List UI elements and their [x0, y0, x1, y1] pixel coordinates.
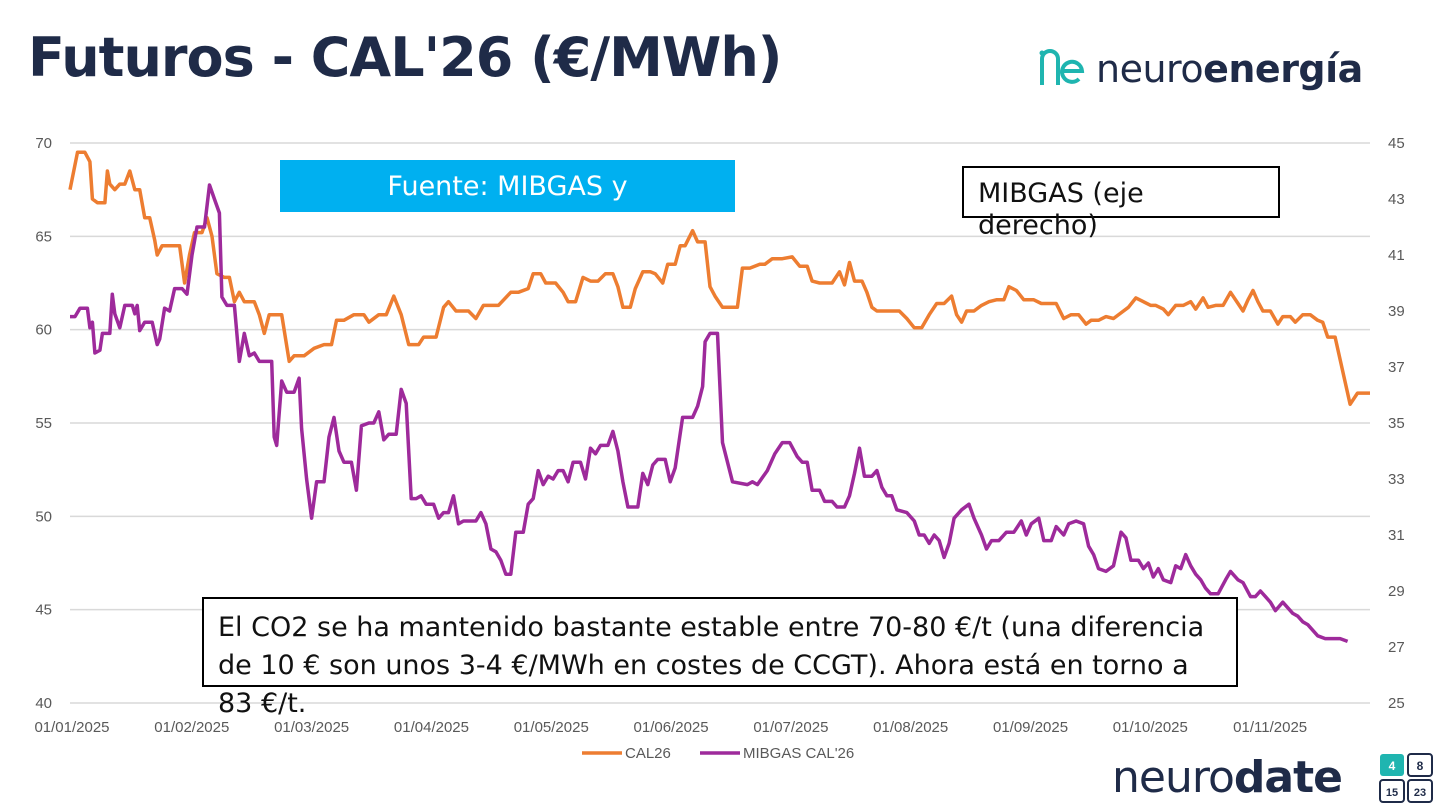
- y-right-tick-label: 37: [1388, 359, 1405, 376]
- x-tick-label: 01/07/2025: [753, 719, 828, 736]
- mibgas-axis-note-text: MIBGAS (eje derecho): [978, 178, 1144, 241]
- y-left-tick-label: 65: [35, 228, 52, 245]
- page-title: Futuros - CAL'26 (€/MWh): [28, 26, 782, 89]
- y-left-tick-label: 55: [35, 415, 52, 432]
- y-right-tick-label: 29: [1388, 583, 1405, 600]
- series-line-cal26: [68, 150, 1370, 407]
- x-tick-label: 01/04/2025: [394, 719, 469, 736]
- neuroenergia-logo: neuroenergía: [1038, 46, 1363, 92]
- x-tick-label: 01/09/2025: [993, 719, 1068, 736]
- neurodate-wordmark: neurodate: [1112, 752, 1343, 803]
- y-left-tick-label: 60: [35, 322, 52, 339]
- co2-note-text: El CO2 se ha mantenido bastante estable …: [218, 612, 1205, 719]
- mibgas-axis-note: MIBGAS (eje derecho): [962, 166, 1280, 241]
- x-tick-label: 01/01/2025: [34, 719, 109, 736]
- neuroenergia-mark-icon: [1039, 49, 1085, 85]
- y-right-tick-label: 39: [1388, 303, 1405, 320]
- x-tick-label: 01/02/2025: [154, 719, 229, 736]
- source-label: Fuente: MIBGAS y: [280, 160, 735, 212]
- y-right-tick-label: 35: [1388, 415, 1405, 432]
- x-tick-label: 01/10/2025: [1113, 719, 1188, 736]
- y-left-tick-label: 40: [35, 695, 52, 712]
- calendar-num: 8: [1417, 759, 1424, 773]
- y-left-tick-label: 70: [35, 135, 52, 152]
- calendar-num: 15: [1386, 787, 1398, 799]
- neuroenergia-wordmark: neuroenergía: [1096, 47, 1363, 91]
- calendar-num: 23: [1414, 787, 1426, 799]
- x-tick-label: 01/05/2025: [514, 719, 589, 736]
- x-tick-label: 01/11/2025: [1233, 719, 1307, 736]
- y-right-tick-label: 27: [1388, 639, 1405, 656]
- calendar-icon: 4 8 15 23: [1379, 753, 1433, 803]
- y-right-tick-label: 31: [1388, 527, 1405, 544]
- series-line-mibgas: [70, 183, 1349, 644]
- y-right-tick-label: 45: [1388, 135, 1405, 152]
- y-left-tick-label: 50: [35, 508, 52, 525]
- x-tick-label: 01/06/2025: [634, 719, 709, 736]
- neurodate-logo: neurodate: [1112, 752, 1343, 803]
- legend-label: CAL26: [625, 745, 671, 762]
- y-right-tick-label: 25: [1388, 695, 1405, 712]
- legend-label: MIBGAS CAL'26: [743, 745, 854, 762]
- y-left-tick-label: 45: [35, 602, 52, 619]
- co2-note: El CO2 se ha mantenido bastante estable …: [202, 597, 1238, 719]
- y-right-tick-label: 33: [1388, 471, 1405, 488]
- x-tick-label: 01/08/2025: [873, 719, 948, 736]
- x-tick-label: 01/03/2025: [274, 719, 349, 736]
- y-right-tick-label: 43: [1388, 191, 1405, 208]
- y-right-tick-label: 41: [1388, 247, 1405, 264]
- calendar-num: 4: [1389, 759, 1396, 773]
